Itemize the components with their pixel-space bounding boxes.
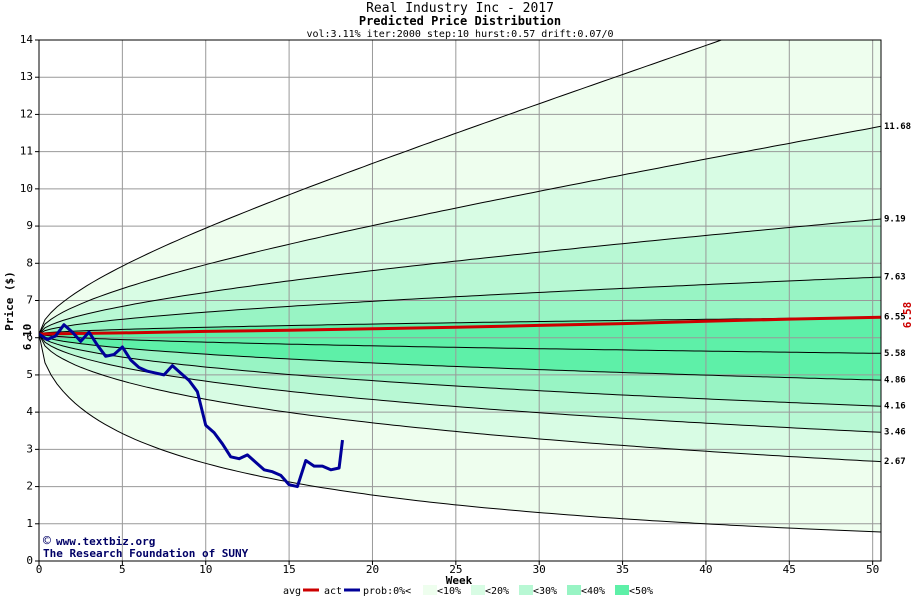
band-boundary: [39, 333, 881, 533]
chart-params: vol:3.11% iter:2000 step:10 hurst:0.57 d…: [306, 29, 613, 40]
series-line-avg: [39, 315, 881, 336]
band-end-label: 3.46: [884, 428, 906, 438]
y-tick-label: 10: [20, 182, 33, 195]
x-tick-label: 25: [449, 563, 462, 576]
legend-swatch-band: [615, 585, 629, 595]
x-tick-label: 45: [783, 563, 796, 576]
probability-band: [39, 317, 881, 354]
x-tick-labels: 0 5 10 15 20 25 30 35 40 45 50: [36, 561, 879, 576]
legend-label: <10%: [437, 586, 461, 597]
watermark-org: The Research Foundation of SUNY: [43, 547, 249, 560]
legend-swatch-band: [567, 585, 581, 595]
x-tick-label: 10: [199, 563, 212, 576]
probability-band: [39, 334, 881, 532]
legend-label: <50%: [629, 586, 653, 597]
x-tick-label: 40: [699, 563, 712, 576]
y-tick-label: 0: [26, 554, 33, 567]
legend-label: prob:0%<: [363, 586, 411, 597]
band-end-label: 11.68: [884, 122, 911, 132]
legend-label: <30%: [533, 586, 557, 597]
legend-label: <40%: [581, 586, 605, 597]
legend-swatch-band: [519, 585, 533, 595]
band-end-label: 4.86: [884, 376, 906, 386]
legend-label: avg: [283, 586, 301, 597]
series-line-act: [39, 323, 344, 489]
band-boundary: [39, 125, 881, 335]
chart-subtitle: Predicted Price Distribution: [359, 14, 561, 28]
x-tick-label: 20: [366, 563, 379, 576]
band-end-label: 5.58: [884, 349, 906, 359]
band-end-label: 9.19: [884, 215, 906, 225]
x-tick-label: 0: [36, 563, 43, 576]
band-boundary: [39, 218, 881, 335]
x-tick-label: 15: [282, 563, 295, 576]
legend-swatch-band: [471, 585, 485, 595]
band-boundary: [39, 333, 881, 433]
series-lines: [39, 315, 881, 489]
watermark: © www.textbiz.org The Research Foundatio…: [43, 534, 249, 560]
legend-label: <20%: [485, 586, 509, 597]
band-end-labels: 11.68 9.19 7.63 6.55 5.58 4.86 4.16 3.46 2.67: [884, 122, 911, 467]
x-tick-label: 30: [533, 563, 546, 576]
y-tick-label: 2: [26, 480, 33, 493]
y-tick-label: 7: [26, 294, 33, 307]
band-boundary: [39, 333, 881, 354]
x-axis-label: Week: [446, 574, 473, 587]
probability-band: [39, 334, 881, 381]
y-tick-label: 8: [26, 256, 33, 269]
chart-title: Real Industry Inc - 2017: [366, 1, 554, 16]
y-tick-label: 11: [20, 145, 33, 158]
probability-bands: [39, 40, 881, 561]
band-boundary: [39, 276, 881, 335]
watermark-url: www.textbiz.org: [56, 535, 155, 548]
x-tick-label: 35: [616, 563, 629, 576]
x-tick-label: 5: [119, 563, 126, 576]
y-tick-label: 5: [26, 368, 33, 381]
band-end-label: 2.67: [884, 457, 906, 467]
start-price-label: 6.10: [21, 324, 34, 351]
probability-band: [39, 126, 881, 334]
band-end-label: 7.63: [884, 273, 906, 283]
y-tick-label: 13: [20, 70, 33, 83]
legend: avg act prob:0%< <10% <20% <30% <40% <50%: [283, 585, 653, 597]
probability-band: [39, 334, 881, 433]
band-boundary: [39, 40, 723, 335]
y-tick-label: 14: [20, 33, 34, 46]
y-tick-label: 3: [26, 442, 33, 455]
y-tick-label: 6: [26, 331, 33, 344]
probability-band: [39, 334, 881, 462]
y-axis-label: Price ($): [3, 271, 16, 331]
probability-band: [39, 219, 881, 334]
band-boundary: [39, 333, 881, 463]
probability-band: [39, 40, 881, 334]
legend-swatch-band: [423, 585, 437, 595]
band-boundary: [39, 333, 881, 381]
y-tick-label: 1: [26, 517, 33, 530]
y-tick-label: 9: [26, 219, 33, 232]
legend-label: act: [324, 586, 342, 597]
y-tick-label: 12: [20, 107, 33, 120]
band-boundary-lines: [39, 40, 881, 533]
end-avg-label: 6.58: [901, 302, 914, 329]
band-end-label: 4.16: [884, 402, 906, 412]
band-boundary: [39, 333, 881, 407]
copyright-symbol: ©: [43, 534, 51, 549]
probability-band: [39, 334, 881, 407]
y-tick-label: 4: [26, 405, 33, 418]
x-tick-label: 50: [866, 563, 879, 576]
band-end-label: 6.55: [884, 313, 906, 323]
